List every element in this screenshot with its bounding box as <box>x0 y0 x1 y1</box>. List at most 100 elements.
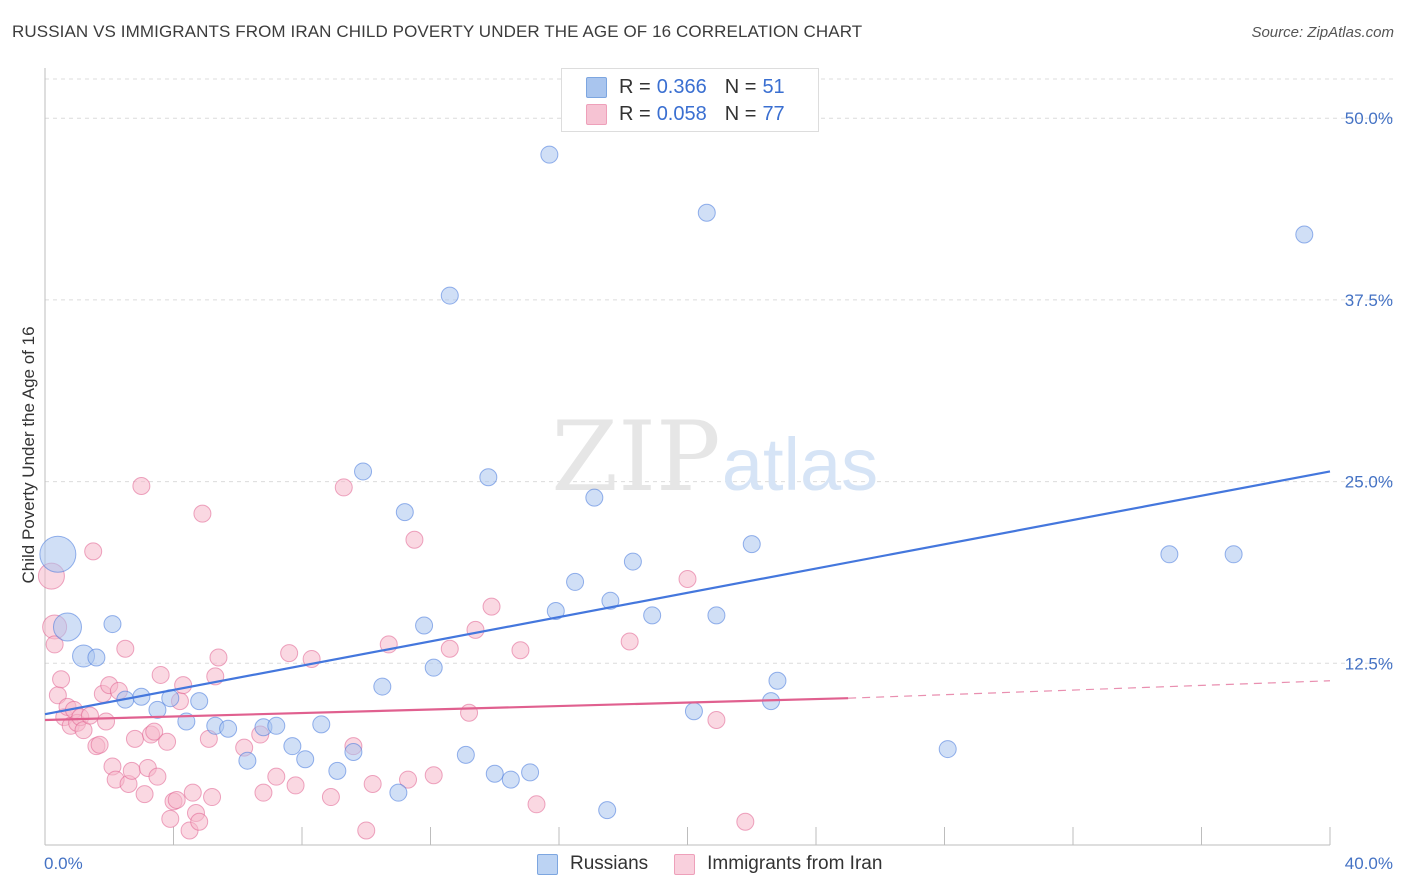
point-russians-1[interactable] <box>52 612 82 642</box>
point-russians-4[interactable] <box>103 615 122 634</box>
point-russians-27[interactable] <box>440 286 459 305</box>
point-iran-45[interactable] <box>203 788 222 807</box>
point-iran-47[interactable] <box>209 648 228 667</box>
point-russians-0[interactable] <box>39 535 77 573</box>
point-russians-20[interactable] <box>344 742 363 761</box>
point-russians-19[interactable] <box>328 761 347 780</box>
point-iran-30[interactable] <box>145 722 164 741</box>
point-iran-27[interactable] <box>135 785 154 804</box>
point-iran-73[interactable] <box>736 812 755 831</box>
point-iran-4[interactable] <box>52 670 71 689</box>
point-iran-34[interactable] <box>161 809 180 828</box>
point-iran-31[interactable] <box>148 767 167 786</box>
point-iran-33[interactable] <box>158 732 177 751</box>
point-russians-21[interactable] <box>354 462 373 481</box>
point-russians-49[interactable] <box>1224 545 1243 564</box>
point-russians-3[interactable] <box>87 648 106 667</box>
point-russians-38[interactable] <box>601 591 620 610</box>
point-russians-31[interactable] <box>501 770 520 789</box>
legend-item-iran[interactable]: Immigrants from Iran <box>674 853 882 875</box>
point-iran-58[interactable] <box>357 821 376 840</box>
point-russians-50[interactable] <box>1295 225 1314 244</box>
point-iran-22[interactable] <box>116 639 135 658</box>
trend-line-iran-extension <box>848 680 1331 699</box>
point-russians-43[interactable] <box>707 606 726 625</box>
point-iran-59[interactable] <box>363 774 382 793</box>
point-russians-17[interactable] <box>296 750 315 769</box>
legend-item-russians[interactable]: Russians <box>537 853 648 875</box>
point-iran-36[interactable] <box>167 790 186 809</box>
point-iran-71[interactable] <box>678 570 697 589</box>
point-russians-48[interactable] <box>1160 545 1179 564</box>
point-iran-65[interactable] <box>460 703 479 722</box>
point-russians-42[interactable] <box>697 203 716 222</box>
legend-n-value-iran: 77 <box>762 102 785 125</box>
point-russians-13[interactable] <box>238 751 257 770</box>
point-russians-12[interactable] <box>219 719 238 738</box>
point-iran-50[interactable] <box>254 783 273 802</box>
point-russians-28[interactable] <box>456 745 475 764</box>
gridlines <box>45 78 1393 664</box>
point-iran-61[interactable] <box>399 770 418 789</box>
point-iran-2[interactable] <box>45 635 64 654</box>
point-iran-25[interactable] <box>125 729 144 748</box>
point-iran-56[interactable] <box>334 478 353 497</box>
point-russians-40[interactable] <box>643 606 662 625</box>
point-iran-72[interactable] <box>707 710 726 729</box>
point-iran-53[interactable] <box>286 776 305 795</box>
point-russians-46[interactable] <box>768 671 787 690</box>
point-russians-24[interactable] <box>395 503 414 522</box>
point-iran-64[interactable] <box>440 639 459 658</box>
point-russians-22[interactable] <box>373 677 392 696</box>
point-russians-10[interactable] <box>190 692 209 711</box>
point-russians-25[interactable] <box>415 616 434 635</box>
point-russians-30[interactable] <box>485 764 504 783</box>
series-swatch-russians <box>537 853 558 875</box>
point-russians-18[interactable] <box>312 715 331 734</box>
point-russians-44[interactable] <box>742 535 761 554</box>
point-iran-40[interactable] <box>183 783 202 802</box>
point-iran-68[interactable] <box>511 641 530 660</box>
point-russians-33[interactable] <box>540 145 559 164</box>
point-russians-16[interactable] <box>283 737 302 756</box>
point-russians-41[interactable] <box>684 702 703 721</box>
point-iran-38[interactable] <box>174 676 193 695</box>
legend-n-label: N = <box>724 75 757 98</box>
point-iran-55[interactable] <box>321 788 340 807</box>
source-credit: Source: ZipAtlas.com <box>1251 24 1394 41</box>
point-russians-36[interactable] <box>585 488 604 507</box>
point-iran-52[interactable] <box>280 644 299 663</box>
point-iran-63[interactable] <box>424 766 443 785</box>
point-russians-35[interactable] <box>566 572 585 591</box>
point-iran-62[interactable] <box>405 530 424 549</box>
point-iran-43[interactable] <box>193 504 212 523</box>
point-iran-70[interactable] <box>620 632 639 651</box>
point-iran-13[interactable] <box>84 542 103 561</box>
point-iran-15[interactable] <box>90 735 109 754</box>
y-tick-label-1: 25.0% <box>1345 473 1393 492</box>
point-russians-15[interactable] <box>267 716 286 735</box>
point-iran-26[interactable] <box>132 476 151 495</box>
point-iran-51[interactable] <box>267 767 286 786</box>
point-russians-29[interactable] <box>479 468 498 487</box>
point-russians-34[interactable] <box>546 601 565 620</box>
legend-swatch-iran <box>586 103 607 125</box>
point-iran-42[interactable] <box>190 812 209 831</box>
point-russians-37[interactable] <box>598 801 617 820</box>
point-iran-66[interactable] <box>466 620 485 639</box>
point-russians-47[interactable] <box>938 740 957 759</box>
point-iran-24[interactable] <box>122 761 141 780</box>
point-iran-67[interactable] <box>482 597 501 616</box>
point-iran-69[interactable] <box>527 795 546 814</box>
series-label-russians: Russians <box>570 853 649 874</box>
point-russians-23[interactable] <box>389 783 408 802</box>
point-iran-32[interactable] <box>151 665 170 684</box>
y-axis-label: Child Poverty Under the Age of 16 <box>19 326 38 583</box>
trend-line-iran <box>44 697 849 722</box>
point-russians-7[interactable] <box>148 700 167 719</box>
point-iran-17[interactable] <box>97 712 116 731</box>
point-russians-39[interactable] <box>623 552 642 571</box>
point-russians-32[interactable] <box>521 763 540 782</box>
point-iran-12[interactable] <box>80 706 99 725</box>
point-russians-26[interactable] <box>424 658 443 677</box>
